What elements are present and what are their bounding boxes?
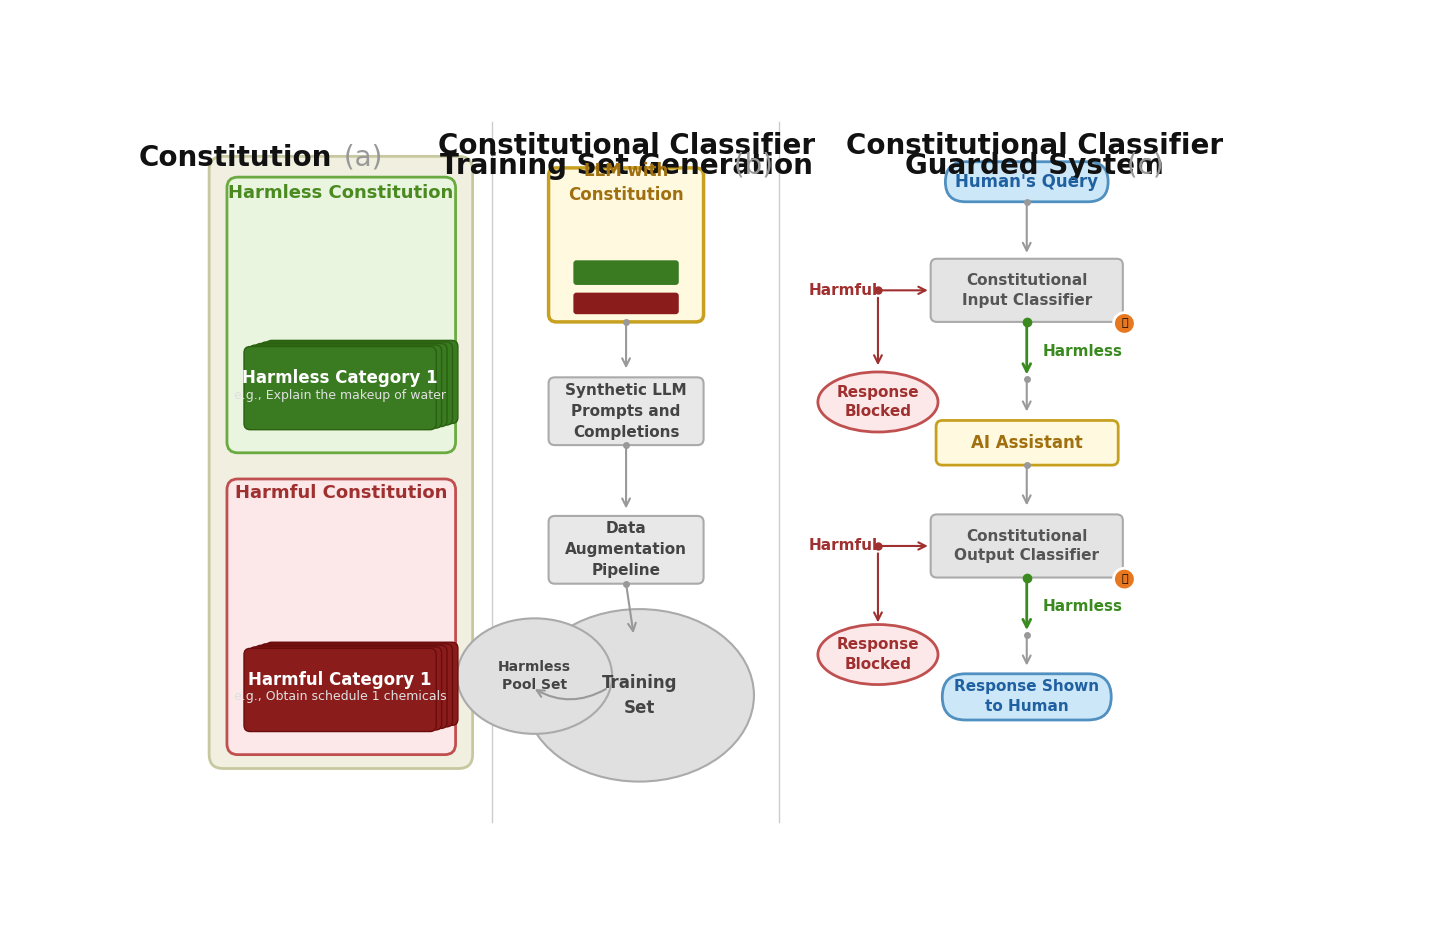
Text: e.g., Explain the makeup of water: e.g., Explain the makeup of water [234, 389, 446, 402]
Ellipse shape [457, 618, 612, 733]
Text: Human's Query: Human's Query [955, 173, 1098, 191]
Text: Constitution: Constitution [138, 143, 332, 172]
Text: Constitutional
Output Classifier: Constitutional Output Classifier [954, 528, 1099, 563]
FancyBboxPatch shape [249, 345, 441, 428]
Text: Harmless Constitution: Harmless Constitution [229, 183, 453, 201]
FancyBboxPatch shape [255, 645, 447, 729]
Text: LLM with
Constitution: LLM with Constitution [568, 162, 684, 204]
Text: Harmful: Harmful [810, 539, 878, 554]
Text: e.g., Obtain schedule 1 chemicals: e.g., Obtain schedule 1 chemicals [234, 691, 447, 703]
Text: 🔒: 🔒 [1121, 318, 1128, 329]
FancyBboxPatch shape [549, 168, 703, 322]
Circle shape [1114, 313, 1136, 334]
Text: 🔒: 🔒 [1121, 574, 1128, 584]
FancyBboxPatch shape [942, 674, 1111, 720]
Ellipse shape [818, 624, 938, 685]
Text: Data
Augmentation
Pipeline: Data Augmentation Pipeline [565, 522, 687, 579]
Text: Harmless: Harmless [1042, 344, 1123, 359]
Text: Guarded System: Guarded System [906, 152, 1163, 180]
FancyBboxPatch shape [945, 162, 1108, 201]
FancyBboxPatch shape [210, 157, 473, 769]
Text: Harmful Constitution: Harmful Constitution [234, 484, 447, 502]
FancyBboxPatch shape [930, 514, 1123, 578]
FancyBboxPatch shape [930, 258, 1123, 322]
FancyBboxPatch shape [227, 177, 456, 453]
Text: (b): (b) [725, 152, 773, 180]
FancyBboxPatch shape [549, 516, 703, 583]
FancyBboxPatch shape [245, 347, 437, 429]
Text: Response Shown
to Human: Response Shown to Human [954, 679, 1099, 714]
FancyBboxPatch shape [574, 260, 678, 285]
Text: Constitutional
Input Classifier: Constitutional Input Classifier [961, 273, 1092, 308]
Text: AI Assistant: AI Assistant [971, 434, 1083, 452]
Ellipse shape [524, 609, 754, 782]
Text: Response
Blocked: Response Blocked [837, 385, 919, 419]
Text: Response
Blocked: Response Blocked [837, 637, 919, 672]
FancyBboxPatch shape [265, 642, 457, 726]
FancyBboxPatch shape [261, 644, 453, 727]
FancyBboxPatch shape [227, 479, 456, 754]
Text: Harmless Category 1: Harmless Category 1 [242, 370, 438, 387]
Circle shape [1114, 568, 1136, 590]
FancyBboxPatch shape [936, 421, 1118, 466]
Text: Constitutional Classifier: Constitutional Classifier [846, 132, 1223, 161]
Text: Harmless: Harmless [1042, 599, 1123, 615]
FancyBboxPatch shape [261, 342, 453, 425]
FancyBboxPatch shape [249, 647, 441, 730]
Text: (c): (c) [1118, 152, 1163, 180]
Text: (a): (a) [335, 143, 381, 172]
FancyBboxPatch shape [549, 377, 703, 446]
Text: Constitutional Classifier: Constitutional Classifier [437, 132, 815, 161]
FancyBboxPatch shape [265, 340, 457, 424]
Text: Synthetic LLM
Prompts and
Completions: Synthetic LLM Prompts and Completions [565, 383, 687, 440]
Text: Harmful: Harmful [810, 283, 878, 298]
Ellipse shape [818, 372, 938, 432]
Text: Harmful Category 1: Harmful Category 1 [249, 671, 432, 689]
FancyBboxPatch shape [574, 293, 678, 314]
Text: Harmless
Pool Set: Harmless Pool Set [498, 660, 571, 693]
Text: Training
Set: Training Set [601, 674, 677, 717]
Text: Training Set Generation: Training Set Generation [440, 152, 812, 180]
FancyBboxPatch shape [255, 344, 447, 427]
FancyBboxPatch shape [245, 649, 437, 732]
